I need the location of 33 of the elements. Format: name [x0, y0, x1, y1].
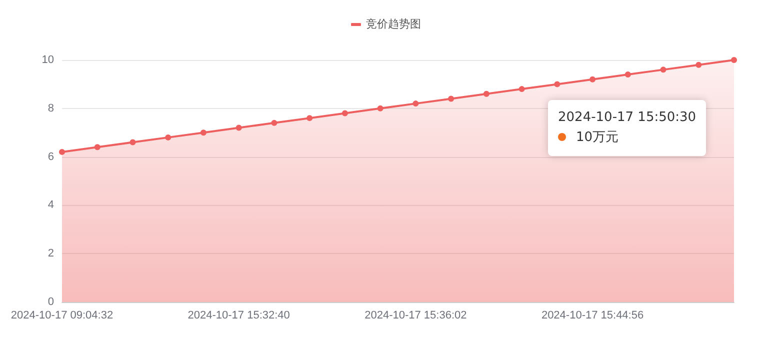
point: [448, 96, 454, 102]
annotation: 10万元: [576, 130, 619, 145]
point: [200, 130, 206, 136]
point: [731, 57, 737, 63]
x-tick-label: 2024-10-17 09:04:32: [10, 310, 114, 322]
point: [94, 144, 100, 150]
annotation: 2024-10-17 15:50:30: [558, 109, 696, 127]
point: [271, 120, 278, 126]
y-tick-label: 4: [48, 199, 54, 212]
point: [554, 81, 560, 88]
point: [590, 76, 596, 82]
y-tick-label: 6: [48, 150, 54, 163]
point: [624, 72, 631, 78]
point: [377, 105, 384, 112]
x-tick-label: 2024-10-17 15:44:56: [541, 310, 644, 322]
point: [412, 100, 419, 107]
point: [518, 86, 525, 92]
point: [130, 139, 136, 146]
point: [165, 134, 172, 140]
point: [59, 148, 65, 155]
point: [306, 115, 313, 122]
y-tick-label: 10: [42, 54, 54, 66]
y-tick-label: 2: [48, 248, 54, 260]
point: [483, 90, 490, 97]
point: [342, 110, 348, 116]
legend-label: 竞价趋势图: [366, 18, 421, 30]
x-tick-label: 2024-10-17 15:36:02: [364, 310, 467, 322]
point: [696, 62, 702, 68]
point: [660, 66, 666, 73]
y-tick-label: 8: [48, 102, 54, 114]
y-tick-label: 0: [48, 296, 54, 308]
x-tick-label: 2024-10-17 15:32:40: [188, 310, 290, 322]
point: [236, 124, 242, 131]
